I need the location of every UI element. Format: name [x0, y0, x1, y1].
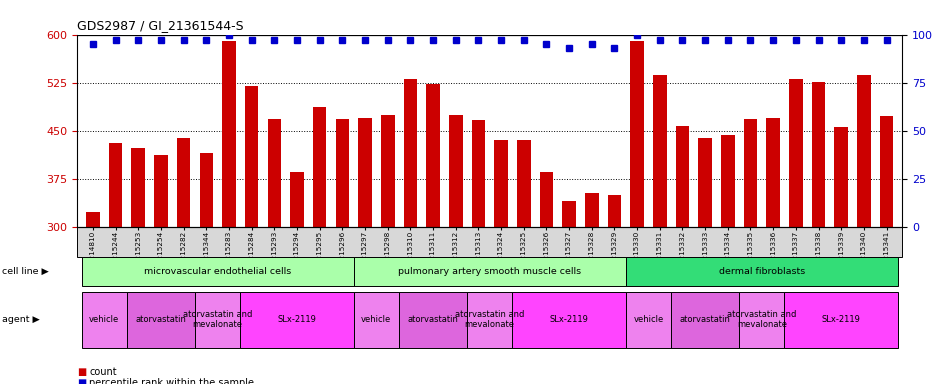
- Bar: [313, 107, 326, 227]
- Bar: [812, 82, 825, 227]
- Text: ■: ■: [77, 367, 86, 377]
- Text: ■: ■: [77, 378, 86, 384]
- Text: cell line ▶: cell line ▶: [2, 267, 49, 276]
- Bar: [835, 127, 848, 227]
- Text: microvascular endothelial cells: microvascular endothelial cells: [144, 267, 291, 276]
- Text: atorvastatin: atorvastatin: [680, 315, 730, 324]
- Bar: [789, 79, 803, 227]
- Bar: [721, 135, 735, 227]
- Bar: [744, 119, 758, 227]
- Bar: [244, 86, 258, 227]
- Bar: [494, 140, 508, 227]
- Bar: [403, 79, 417, 227]
- Bar: [177, 138, 191, 227]
- Text: atorvastatin: atorvastatin: [135, 315, 186, 324]
- Text: count: count: [89, 367, 117, 377]
- Bar: [290, 172, 304, 227]
- Bar: [472, 120, 485, 227]
- Bar: [336, 119, 349, 227]
- Bar: [766, 118, 780, 227]
- Bar: [154, 155, 167, 227]
- Text: SLx-2119: SLx-2119: [277, 315, 317, 324]
- Bar: [857, 75, 870, 227]
- Bar: [676, 126, 689, 227]
- Bar: [358, 118, 372, 227]
- Text: vehicle: vehicle: [89, 315, 119, 324]
- Text: vehicle: vehicle: [361, 315, 391, 324]
- Bar: [449, 114, 462, 227]
- Text: atorvastatin and
mevalonate: atorvastatin and mevalonate: [455, 310, 525, 329]
- Bar: [653, 75, 666, 227]
- Bar: [698, 138, 712, 227]
- Bar: [631, 41, 644, 227]
- Text: GDS2987 / GI_21361544-S: GDS2987 / GI_21361544-S: [77, 19, 243, 32]
- Bar: [880, 116, 893, 227]
- Bar: [381, 114, 395, 227]
- Bar: [199, 153, 213, 227]
- Text: agent ▶: agent ▶: [2, 315, 39, 324]
- Text: SLx-2119: SLx-2119: [550, 315, 588, 324]
- Bar: [268, 119, 281, 227]
- Bar: [222, 41, 236, 227]
- Text: atorvastatin: atorvastatin: [408, 315, 459, 324]
- Bar: [426, 84, 440, 227]
- Bar: [109, 143, 122, 227]
- Bar: [517, 140, 530, 227]
- Text: SLx-2119: SLx-2119: [822, 315, 861, 324]
- Bar: [540, 172, 554, 227]
- Bar: [562, 201, 576, 227]
- Bar: [585, 193, 599, 227]
- Bar: [132, 149, 145, 227]
- Bar: [86, 212, 100, 227]
- Text: atorvastatin and
mevalonate: atorvastatin and mevalonate: [728, 310, 796, 329]
- Text: pulmonary artery smooth muscle cells: pulmonary artery smooth muscle cells: [399, 267, 581, 276]
- Text: vehicle: vehicle: [634, 315, 664, 324]
- Text: percentile rank within the sample: percentile rank within the sample: [89, 378, 255, 384]
- Text: dermal fibroblasts: dermal fibroblasts: [719, 267, 805, 276]
- Bar: [607, 195, 621, 227]
- Text: atorvastatin and
mevalonate: atorvastatin and mevalonate: [183, 310, 252, 329]
